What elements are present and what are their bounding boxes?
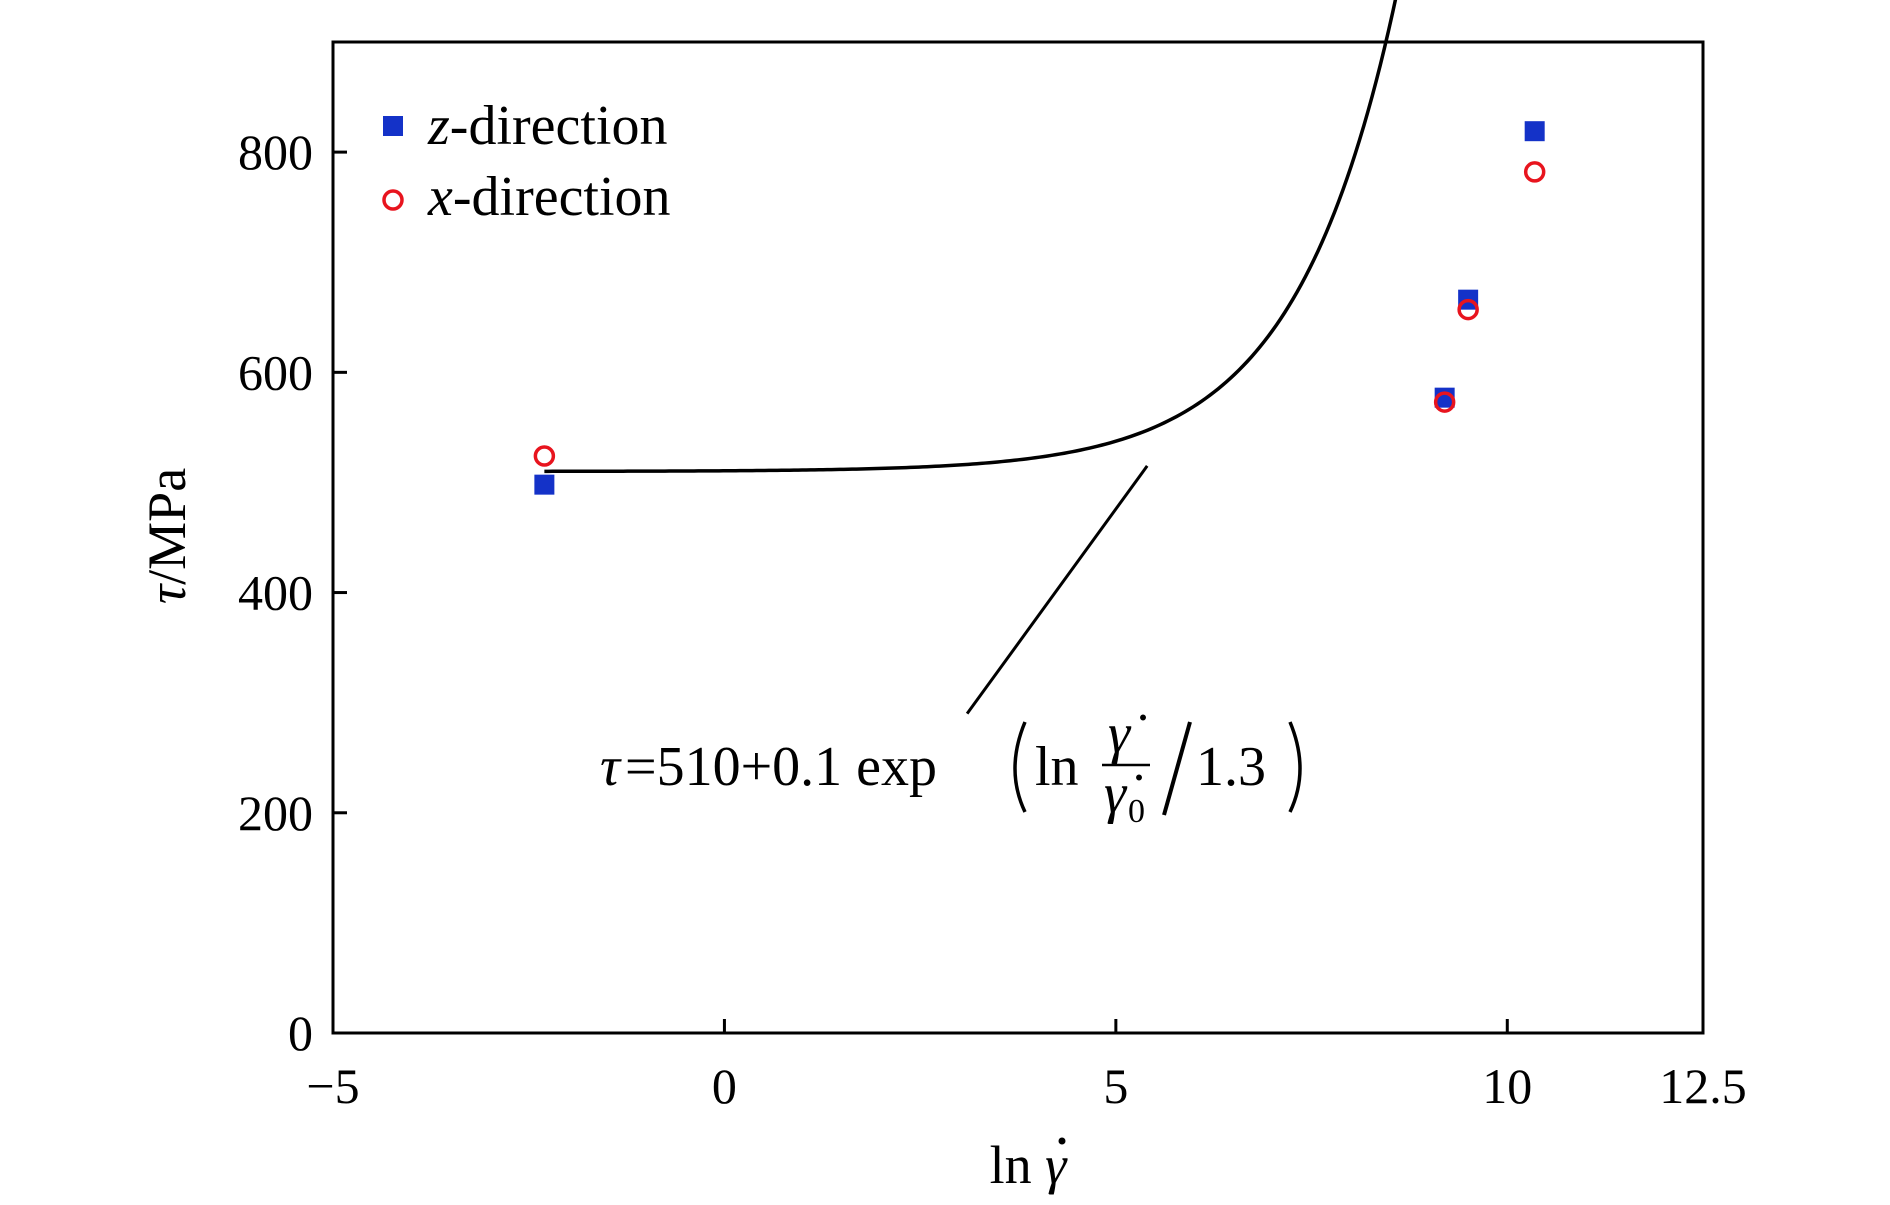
data-point-x-direction [1457, 298, 1479, 321]
equation-ln: ln [1035, 736, 1079, 798]
y-tick-label: 200 [238, 785, 313, 841]
y-axis-title-unit: /MPa [137, 468, 197, 585]
x-axis-title: ln γ [990, 1135, 1069, 1195]
fit-curve-layer [544, 0, 1398, 474]
equation-numerator: γ̇ [1108, 703, 1146, 765]
equation-tau: τ [600, 736, 622, 798]
x-axis-title-ln: ln [990, 1135, 1046, 1195]
x-axis-title-dot [1058, 1137, 1066, 1145]
x-tick-label: −5 [306, 1058, 359, 1114]
y-tick-label: 400 [238, 565, 313, 621]
legend-marker-z-direction [383, 116, 403, 136]
data-point-x-direction [533, 445, 556, 467]
fit-curve [544, 0, 1398, 474]
equation-subscript: 0 [1128, 793, 1145, 830]
data-point-z-direction [534, 474, 555, 495]
equation-right-paren [1288, 721, 1302, 813]
data-point-x-direction [1433, 391, 1456, 413]
x-tick-label: 10 [1482, 1058, 1532, 1114]
y-tick-label: 800 [238, 124, 313, 180]
x-tick-label: 12.5 [1659, 1058, 1747, 1114]
y-tick-label: 600 [238, 344, 313, 400]
legend-marker-x-direction [382, 189, 404, 211]
equation-slash [1162, 721, 1192, 816]
plot-area [331, 40, 1705, 1035]
equation-suffix-text: 1.3 [1196, 736, 1266, 798]
data-point-z-direction [1524, 121, 1545, 142]
fit-equation: τ =510+0.1 exp ln γ̇ γ̇ 0 1.3 [600, 465, 1302, 830]
legend-label-z-direction: z-direction [427, 95, 667, 157]
equation-prefix: =510+0.1 exp [625, 736, 937, 798]
x-tick-label: 5 [1103, 1058, 1128, 1114]
legend-label-x-direction: x-direction [427, 166, 671, 228]
y-axis-title: τ/MPa [137, 468, 197, 604]
x-tick-label: 0 [712, 1058, 737, 1114]
data-points-layer [533, 121, 1546, 495]
legend: z-direction x-direction [382, 95, 671, 228]
plot-frame [331, 40, 1705, 1035]
equation-pointer-line [965, 465, 1149, 715]
x-axis-title-gamma: γ [1045, 1135, 1068, 1195]
y-tick-label: 0 [288, 1005, 313, 1061]
equation-left-paren [1013, 721, 1027, 813]
data-point-x-direction [1523, 161, 1546, 183]
y-axis-title-tau: τ [137, 583, 197, 604]
